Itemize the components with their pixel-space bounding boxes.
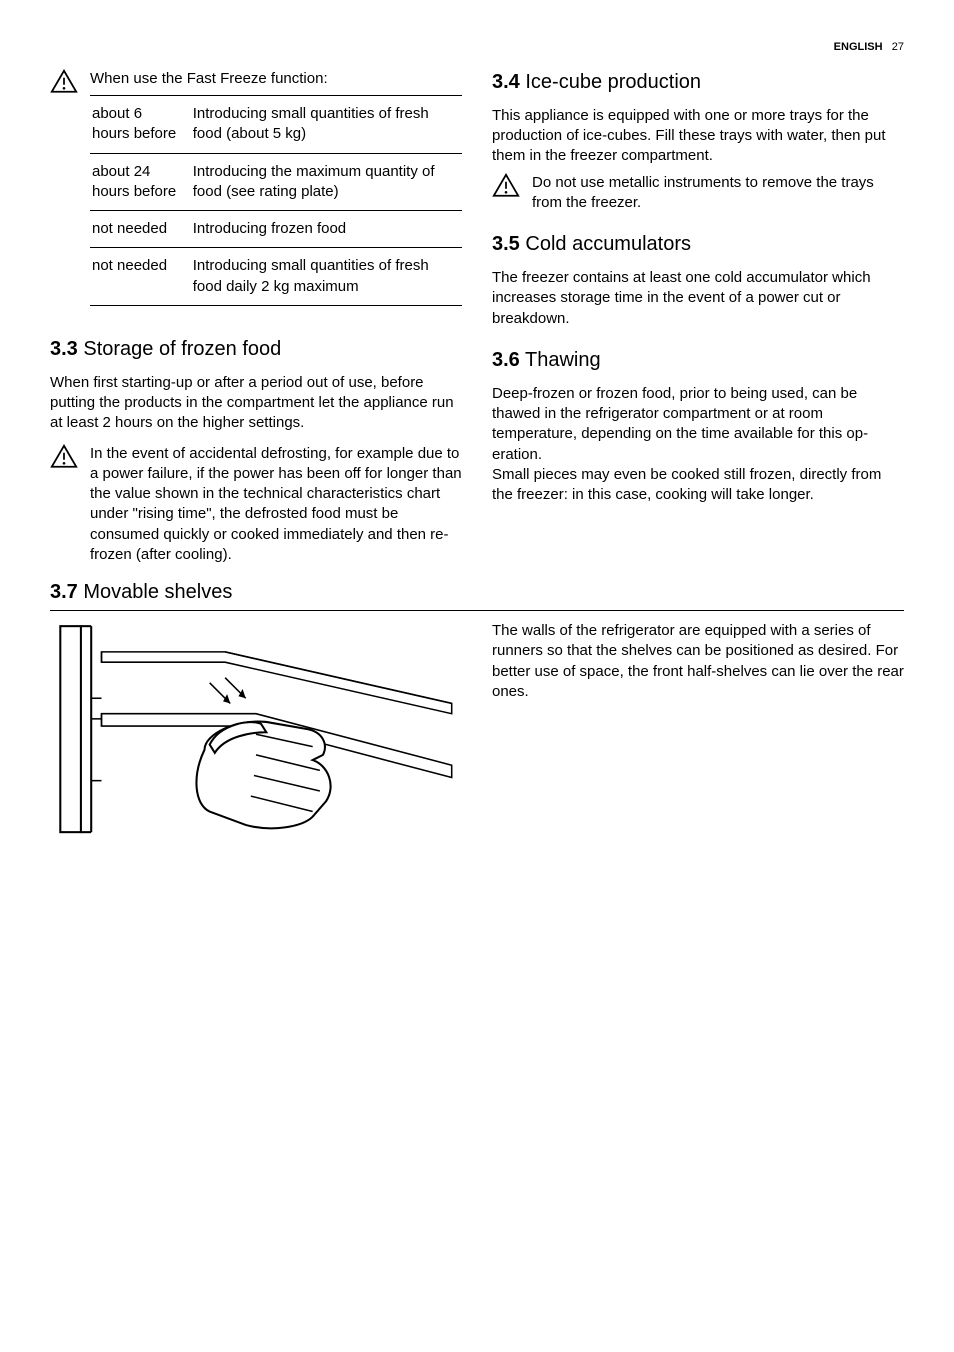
section-3-4-body: This appliance is equipped with one or m… xyxy=(492,106,904,167)
header-lang: ENGLISH xyxy=(834,41,883,53)
section-3-7-heading: 3.7 Movable shelves xyxy=(50,579,904,611)
section-3-5-heading: 3.5 Cold accumulators xyxy=(492,231,904,258)
table-row: not nee­dedIntroducing small quantities … xyxy=(90,248,462,306)
fast-freeze-intro: When use the Fast Freeze func­tion: xyxy=(90,69,462,89)
fast-freeze-table: about 6 hours beforeIntroducing small qu… xyxy=(90,95,462,306)
section-3-3-body: When first starting-up or after a period… xyxy=(50,373,462,434)
section-3-6-body-2: Small pieces may even be cooked still fr… xyxy=(492,465,904,506)
section-3-6-heading: 3.6 Thawing xyxy=(492,347,904,374)
section-3-5-body: The freezer contains at least one cold a… xyxy=(492,268,904,329)
defrost-warning: In the event of accidental defrost­ing, … xyxy=(50,444,462,572)
page-number: 27 xyxy=(892,41,904,53)
warning-icon xyxy=(50,69,78,94)
fast-freeze-warning: When use the Fast Freeze func­tion: abou… xyxy=(50,69,462,328)
left-column: When use the Fast Freeze func­tion: abou… xyxy=(50,69,462,579)
table-row: about 6 hours beforeIntroducing small qu… xyxy=(90,96,462,154)
warning-icon xyxy=(492,173,520,198)
section-3-7-body: The walls of the refrigerator are equipp… xyxy=(492,621,904,702)
trays-warning-text: Do not use metallic instruments to remov… xyxy=(532,173,904,214)
table-row: about 24 hours beforeIntroducing the max… xyxy=(90,153,462,211)
section-3-6-body-1: Deep-frozen or frozen food, prior to bei… xyxy=(492,384,904,465)
section-3-3-heading: 3.3 Storage of frozen food xyxy=(50,336,462,363)
right-column: 3.4 Ice-cube production This appliance i… xyxy=(492,69,904,579)
section-3-4-heading: 3.4 Ice-cube production xyxy=(492,69,904,96)
shelf-illustration xyxy=(50,621,462,844)
warning-icon xyxy=(50,444,78,469)
table-row: not nee­dedIntroducing frozen food xyxy=(90,211,462,248)
trays-warning: Do not use metallic instruments to remov… xyxy=(492,173,904,220)
defrost-warning-text: In the event of accidental defrost­ing, … xyxy=(90,444,462,566)
page-header: ENGLISH 27 xyxy=(50,40,904,55)
